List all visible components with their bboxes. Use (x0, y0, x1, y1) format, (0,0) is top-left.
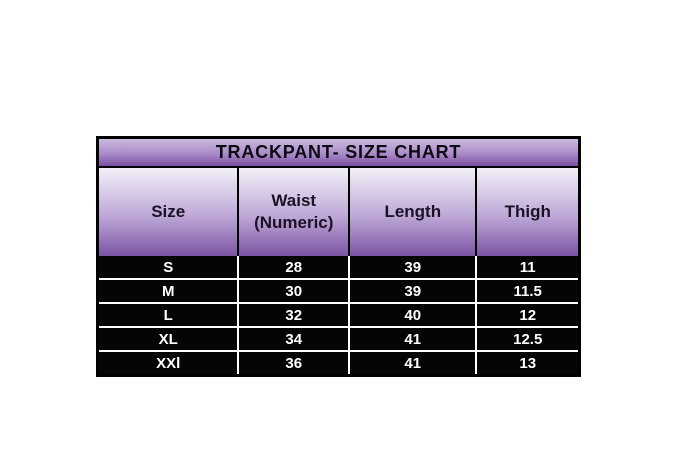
column-header-length: Length (348, 168, 475, 256)
table-row: S 28 39 11 (99, 256, 578, 278)
table-row: XL 34 41 12.5 (99, 326, 578, 350)
table-cell-waist: 28 (237, 256, 348, 278)
table-cell-size: S (163, 258, 174, 276)
table-cell-thigh: 12.5 (475, 328, 578, 350)
table-cell-length: 41 (348, 328, 475, 350)
table-cell-waist: 34 (237, 328, 348, 350)
table-cell-size: XL (158, 330, 178, 348)
table-cell-size: M (161, 282, 175, 300)
column-header-thigh: Thigh (475, 168, 578, 256)
table-cell-thigh: 11.5 (475, 280, 578, 302)
column-header-size: Size (151, 202, 186, 221)
table-row: L 32 40 12 (99, 302, 578, 326)
table-cell-size: L (163, 306, 173, 324)
table-cell-waist: 30 (237, 280, 348, 302)
table-cell-size: XXl (156, 354, 181, 372)
table-body: S 28 39 11 M 30 39 11.5 L 32 40 12 XL 34… (99, 256, 578, 374)
table-cell-thigh: 11 (475, 256, 578, 278)
table-header-row: Size Waist (Numeric) Length Thigh (99, 168, 578, 256)
table-cell-length: 39 (348, 256, 475, 278)
table-cell-length: 41 (348, 352, 475, 374)
table-cell-length: 40 (348, 304, 475, 326)
table-cell-waist: 32 (237, 304, 348, 326)
table-title: TRACKPANT- SIZE CHART (99, 139, 578, 168)
size-chart-table: TRACKPANT- SIZE CHART Size Waist (Numeri… (96, 136, 581, 377)
table-row: XXl 36 41 13 (99, 350, 578, 374)
table-cell-thigh: 12 (475, 304, 578, 326)
table-cell-length: 39 (348, 280, 475, 302)
column-header-waist: Waist (Numeric) (237, 168, 348, 256)
table-row: M 30 39 11.5 (99, 278, 578, 302)
table-cell-waist: 36 (237, 352, 348, 374)
table-cell-thigh: 13 (475, 352, 578, 374)
